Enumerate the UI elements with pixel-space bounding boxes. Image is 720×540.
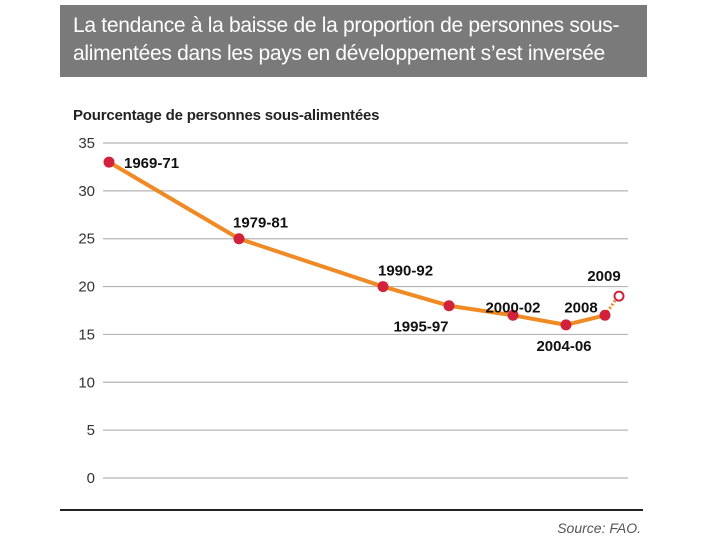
data-label-1990-92: 1990-92 bbox=[378, 263, 433, 280]
chart-title-line-2: alimentées dans les pays en développemen… bbox=[73, 42, 605, 65]
y-tick-label-0: 0 bbox=[87, 470, 95, 487]
y-tick-label-20: 20 bbox=[78, 279, 95, 296]
y-axis-title: Pourcentage de personnes sous-alimentées bbox=[73, 107, 380, 124]
point-marker-2008 bbox=[599, 309, 611, 321]
data-label-1979-81: 1979-81 bbox=[233, 215, 288, 232]
data-label-2000-02: 2000-02 bbox=[485, 299, 540, 316]
data-label-1995-97: 1995-97 bbox=[393, 319, 448, 336]
data-label-2008: 2008 bbox=[564, 299, 597, 316]
point-marker-1979-81 bbox=[233, 233, 245, 245]
y-tick-label-15: 15 bbox=[78, 326, 95, 343]
source-note: Source: FAO. bbox=[557, 520, 641, 536]
y-tick-label-25: 25 bbox=[78, 231, 95, 248]
y-tick-label-35: 35 bbox=[78, 135, 95, 152]
y-tick-label-5: 5 bbox=[87, 422, 95, 439]
point-marker-1969-71 bbox=[103, 156, 115, 168]
label-layer: 1969-71 1979-81 1990-92 1995-97 2000-02 2004-… bbox=[124, 155, 621, 355]
y-tick-label-30: 30 bbox=[78, 183, 95, 200]
point-marker-2004-06 bbox=[560, 319, 572, 331]
data-label-1969-71: 1969-71 bbox=[124, 155, 179, 172]
estimate-connector bbox=[603, 298, 618, 317]
footer-rule bbox=[60, 509, 643, 511]
title-banner: La tendance à la baisse de la proportion… bbox=[60, 5, 647, 77]
point-marker-1990-92 bbox=[377, 281, 389, 293]
y-tick-label-10: 10 bbox=[78, 374, 95, 391]
point-marker-2000-02 bbox=[507, 309, 519, 321]
grid-layer: 0 5 10 15 20 25 30 35 bbox=[78, 135, 628, 487]
marker-layer bbox=[103, 156, 625, 331]
point-marker-1995-97 bbox=[443, 300, 455, 312]
chart-title-line-1: La tendance à la baisse de la proportion… bbox=[73, 14, 620, 37]
data-label-2004-06: 2004-06 bbox=[536, 338, 591, 355]
data-label-2009: 2009 bbox=[587, 268, 620, 285]
point-marker-2009 bbox=[613, 290, 625, 302]
